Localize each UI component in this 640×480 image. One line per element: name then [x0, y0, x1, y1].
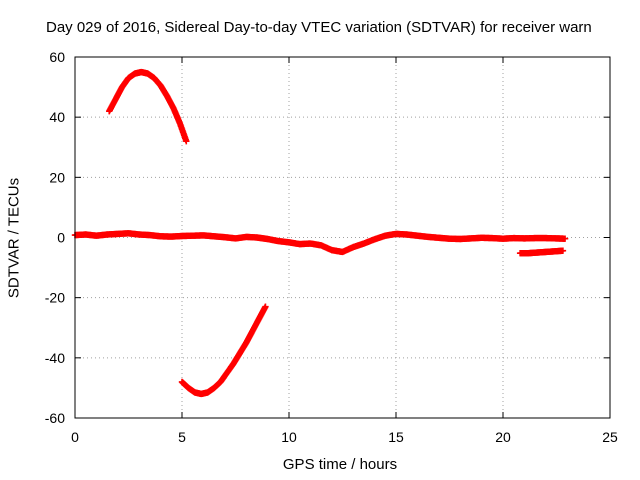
y-tick-label: 40: [49, 109, 65, 125]
chart-title: Day 029 of 2016, Sidereal Day-to-day VTE…: [46, 19, 592, 36]
plot-border: [74, 56, 611, 419]
x-axis-label: GPS time / hours: [282, 456, 398, 473]
x-tick-label: 10: [281, 429, 297, 445]
series-arc-lower: [178, 303, 269, 398]
y-tick-label: 20: [49, 169, 65, 185]
x-tick-label: 15: [388, 429, 404, 445]
x-tick-label: 0: [71, 429, 79, 445]
y-tick-label: 60: [49, 49, 65, 65]
y-tick-label: -20: [45, 290, 65, 306]
x-tick-label: 5: [178, 429, 186, 445]
y-tick-label: 0: [57, 230, 65, 246]
series-short-tail: [516, 247, 567, 257]
series-arc-upper: [106, 68, 190, 145]
y-tick-label: -60: [45, 410, 65, 426]
y-axis-label: SDTVAR / TECUs: [5, 177, 23, 299]
data-points: [71, 68, 569, 398]
x-tick-label: 20: [495, 429, 511, 445]
series-main-trace: [71, 230, 569, 256]
data-point: [561, 235, 569, 242]
data-point: [559, 247, 567, 254]
x-tick-label: 25: [602, 429, 618, 445]
data-point: [183, 138, 190, 145]
data-point: [262, 303, 269, 310]
y-tick-label: -40: [45, 350, 65, 366]
